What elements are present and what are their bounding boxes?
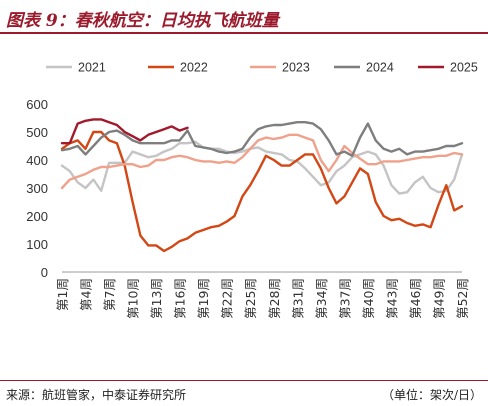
y-tick-label: 600 [26,97,48,112]
x-tick-label: 第46周 [408,278,423,319]
series-line-2023 [60,133,464,190]
y-tick-label: 400 [26,153,48,168]
x-tick-label: 第28周 [267,278,282,319]
series-line-2025 [60,118,189,145]
x-tick-label: 第49周 [431,278,446,319]
x-tick-label: 第19周 [196,278,211,319]
x-tick-label: 第52周 [455,278,470,319]
title-divider [0,32,488,34]
x-tick-label: 第37周 [337,278,352,319]
y-tick-label: 300 [26,181,48,196]
title-bar: 图表 9：春秋航空：日均执飞航班量 [0,0,488,34]
legend-label-2021: 2021 [78,61,106,75]
line-chart: 2021 2022 2023 2024 2025 0 100 200 300 400 500 600 第… [26,61,478,319]
legend-label-2024: 2024 [366,61,394,75]
source-note: 来源：航班管家，中泰证券研究所 [6,388,187,402]
y-tick-label: 100 [26,237,48,252]
unit-note: （单位：架次/日） [381,388,482,402]
x-tick-label: 第13周 [149,278,164,319]
x-tick-label: 第10周 [126,278,141,319]
y-tick-label: 200 [26,209,48,224]
y-tick-label: 0 [41,265,48,280]
footer-divider [0,380,488,381]
x-tick-label: 第7周 [102,278,117,311]
x-tick-label: 第4周 [79,278,94,311]
series-line-2021 [60,140,464,195]
x-tick-label: 第34周 [314,278,329,319]
y-tick-label: 500 [26,125,48,140]
legend-label-2022: 2022 [180,61,208,75]
x-tick-label: 第31周 [290,278,305,319]
x-tick-label: 第1周 [55,278,70,311]
legend-label-2023: 2023 [282,61,310,75]
x-tick-label: 第43周 [384,278,399,319]
x-tick-label: 第40周 [361,278,376,319]
series-line-2024 [60,120,464,158]
series-line-2022 [60,130,464,253]
chart-title: 图表 9：春秋航空：日均执飞航班量 [6,11,279,31]
legend-label-2025: 2025 [450,61,478,75]
x-tick-label: 第16周 [173,278,188,319]
x-tick-label: 第22周 [220,278,235,319]
x-tick-label: 第25周 [243,278,258,319]
